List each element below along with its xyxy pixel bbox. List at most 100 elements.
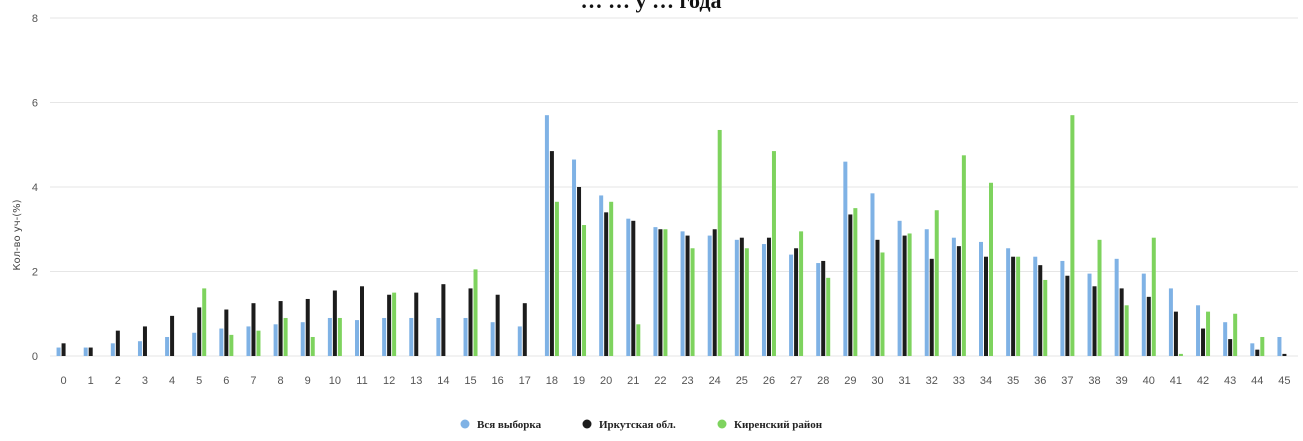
bar xyxy=(989,182,993,356)
bar xyxy=(1011,256,1016,356)
bar xyxy=(744,248,749,356)
bar xyxy=(137,341,142,356)
bar xyxy=(414,292,419,356)
legend-marker xyxy=(460,419,470,429)
bar xyxy=(799,231,804,356)
bar xyxy=(544,115,549,356)
x-tick-labels: 0 1 2 3 4 5 6 7 8 9 10 11 12 13 14 15 16 17 18 19 20 21 22 23 24… xyxy=(61,375,1291,387)
bar xyxy=(355,320,359,356)
bar xyxy=(663,229,668,356)
bar xyxy=(880,252,885,356)
x-tick-label: 4 xyxy=(169,375,175,387)
bar xyxy=(1277,336,1282,356)
bar xyxy=(61,343,66,356)
bar xyxy=(1168,288,1173,356)
x-tick-label: 14 xyxy=(437,375,449,387)
bar xyxy=(110,343,115,356)
x-tick-label: 22 xyxy=(654,375,666,387)
bar xyxy=(468,288,473,356)
y-tick-label: 6 xyxy=(32,98,38,110)
bar xyxy=(934,210,939,356)
x-tick-label: 7 xyxy=(250,375,256,387)
chart-title: … … у … года xyxy=(581,0,722,13)
bar xyxy=(1282,353,1287,356)
x-tick-label: 21 xyxy=(627,375,639,387)
bar xyxy=(219,328,224,356)
bar xyxy=(789,254,794,356)
bar xyxy=(278,301,283,356)
bar xyxy=(392,292,397,356)
bar xyxy=(907,233,912,356)
bar xyxy=(870,193,875,356)
bar xyxy=(224,309,229,356)
bar xyxy=(1196,305,1201,356)
x-tick-label: 45 xyxy=(1278,375,1290,387)
bar xyxy=(1070,115,1075,356)
bar xyxy=(1097,239,1102,356)
bar xyxy=(739,237,744,356)
x-tick-label: 5 xyxy=(196,375,202,387)
bar xyxy=(658,229,663,356)
bar xyxy=(1065,275,1070,356)
bar xyxy=(897,220,902,356)
bar xyxy=(1016,256,1021,356)
x-tick-label: 23 xyxy=(681,375,693,387)
bar xyxy=(924,229,929,356)
x-tick-label: 19 xyxy=(573,375,585,387)
bar xyxy=(192,332,197,356)
x-tick-label: 43 xyxy=(1224,375,1236,387)
bar xyxy=(902,235,907,356)
bar xyxy=(577,187,582,356)
x-tick-label: 1 xyxy=(88,375,94,387)
bar xyxy=(626,218,631,356)
bar xyxy=(473,269,478,356)
bar xyxy=(582,225,587,356)
x-tick-label: 25 xyxy=(736,375,748,387)
bar xyxy=(554,201,559,356)
bar xyxy=(599,195,604,356)
bar xyxy=(853,208,858,356)
bar xyxy=(246,326,251,356)
x-tick-label: 2 xyxy=(115,375,121,387)
bars xyxy=(56,115,1287,356)
bar xyxy=(1255,349,1260,356)
bar xyxy=(305,298,310,356)
x-tick-label: 10 xyxy=(329,375,341,387)
bar xyxy=(360,286,364,356)
bar xyxy=(1060,260,1065,356)
x-tick-label: 17 xyxy=(519,375,531,387)
bar xyxy=(256,330,261,356)
legend-marker xyxy=(717,419,727,429)
bar xyxy=(609,201,614,356)
bar xyxy=(1146,296,1151,356)
bar xyxy=(766,237,771,356)
x-tick-label: 27 xyxy=(790,375,802,387)
bar xyxy=(572,159,577,356)
bar xyxy=(1250,343,1255,356)
bar xyxy=(283,317,288,356)
x-tick-label: 24 xyxy=(709,375,721,387)
bar xyxy=(197,307,202,356)
bar xyxy=(761,244,766,356)
bar xyxy=(653,227,658,356)
bar xyxy=(631,220,636,356)
bar xyxy=(1260,336,1265,356)
x-tick-label: 37 xyxy=(1061,375,1073,387)
x-tick-label: 30 xyxy=(871,375,883,387)
x-tick-label: 34 xyxy=(980,375,992,387)
bar xyxy=(382,317,387,356)
bar xyxy=(441,284,446,356)
bar xyxy=(1006,248,1011,356)
bar xyxy=(929,258,934,356)
x-tick-label: 44 xyxy=(1251,375,1263,387)
x-tick-label: 0 xyxy=(61,375,67,387)
x-tick-label: 12 xyxy=(383,375,395,387)
bar xyxy=(229,334,234,356)
y-tick-labels: 0 2 4 6 8 xyxy=(32,13,38,363)
legend-marker xyxy=(582,419,592,429)
bar xyxy=(979,241,983,356)
bar xyxy=(1124,305,1129,356)
bar xyxy=(1178,353,1183,356)
bar xyxy=(685,235,690,356)
bar xyxy=(310,336,315,356)
